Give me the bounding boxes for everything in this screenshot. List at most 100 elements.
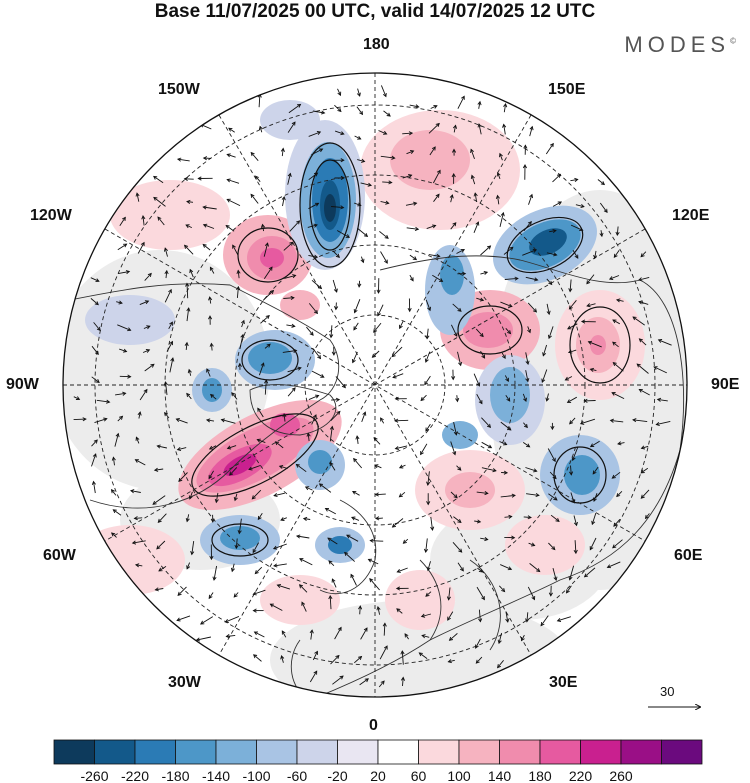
wind-arrow (206, 368, 211, 377)
wind-arrow (640, 467, 649, 474)
wind-arrow (505, 328, 511, 334)
wind-arrowhead (371, 353, 376, 358)
wind-arrow (254, 566, 263, 574)
wind-arrowhead (313, 172, 319, 177)
wind-arrow (402, 132, 413, 135)
wind-arrowhead (382, 622, 387, 627)
wind-arrowhead (553, 252, 558, 257)
wind-arrow (360, 256, 364, 263)
wind-arrowhead (75, 396, 81, 400)
wind-arrow (139, 300, 149, 306)
wind-arrowhead (234, 544, 239, 550)
wind-arrow (569, 279, 572, 292)
wind-arrowhead (226, 178, 231, 183)
wind-arrow (203, 206, 217, 210)
wind-arrowhead (564, 376, 569, 381)
wind-arrow (656, 420, 671, 426)
wind-arrowhead (251, 495, 256, 500)
colorbar-tick-label: 180 (528, 768, 552, 783)
wind-arrowhead (329, 425, 334, 431)
wind-arrowhead (260, 223, 265, 228)
wind-arrowhead (420, 613, 426, 618)
wind-arrowhead (317, 354, 322, 360)
wind-arrowhead (424, 381, 429, 386)
wind-arrow (91, 439, 98, 447)
wind-arrow (277, 584, 291, 590)
wind-arrow (404, 633, 409, 640)
wind-arrowhead (295, 463, 300, 468)
wind-arrow (251, 489, 262, 500)
wind-arrow (379, 645, 388, 660)
wind-arrow (617, 442, 625, 445)
wind-arrowhead (112, 509, 117, 514)
wind-arrow (590, 368, 597, 372)
wind-arrowhead (337, 626, 342, 632)
wind-arrow (168, 321, 173, 330)
wind-arrowhead (583, 573, 589, 578)
wind-arrowhead (156, 444, 161, 449)
wind-arrowhead (452, 222, 457, 227)
wind-arrowhead (302, 516, 308, 521)
wind-arrowhead (208, 445, 214, 450)
wind-arrow (252, 542, 259, 553)
wind-arrow (453, 516, 462, 523)
wind-arrowhead (525, 618, 530, 623)
wind-arrow (94, 418, 107, 424)
wind-arrow (503, 124, 506, 135)
wind-arrow (586, 303, 596, 307)
wind-arrowhead (430, 526, 435, 531)
colorbar-swatch (134, 739, 176, 765)
wind-arrow (612, 539, 623, 549)
wind-arrowhead (335, 397, 341, 402)
wind-arrow (310, 630, 313, 640)
wind-arrow (359, 678, 369, 686)
wind-arrow (368, 558, 379, 565)
wind-arrowhead (115, 432, 120, 438)
wind-arrow (500, 301, 513, 308)
wind-arrow (238, 518, 242, 534)
wind-arrowhead (225, 634, 230, 639)
wind-arrow (636, 363, 649, 374)
wind-arrowhead (189, 268, 194, 274)
wind-arrow (303, 518, 311, 520)
wind-arrow (176, 418, 188, 424)
wind-arrow (568, 349, 577, 353)
wind-arrowhead (503, 441, 508, 446)
wind-arrow (164, 289, 172, 303)
wind-arrow (498, 632, 503, 644)
wind-arrowhead (436, 169, 441, 174)
wind-arrowhead (568, 305, 573, 310)
wind-arrowhead (197, 176, 202, 181)
wind-arrowhead (571, 456, 576, 462)
wind-arrow (613, 519, 621, 527)
wind-arrow (208, 592, 214, 599)
wind-arrowhead (568, 288, 573, 293)
wind-arrow (164, 412, 170, 419)
wind-arrow (157, 445, 167, 449)
wind-arrow (572, 249, 579, 259)
wind-arrow (158, 566, 167, 572)
wind-arrow (288, 104, 301, 114)
wind-arrowhead (536, 568, 541, 573)
wind-arrowhead (269, 603, 274, 608)
wind-arrowhead (147, 272, 152, 278)
wind-arrowhead (154, 587, 159, 592)
wind-arrowhead (388, 180, 393, 185)
wind-arrowhead (321, 110, 326, 115)
wind-arrowhead (123, 243, 128, 248)
wind-arrow (658, 339, 672, 346)
wind-arrow (481, 417, 491, 428)
wind-arrow (478, 101, 481, 109)
wind-arrow (565, 376, 573, 381)
wind-arrow (155, 588, 164, 591)
wind-arrow (117, 415, 123, 422)
wind-arrow (616, 299, 624, 302)
wind-arrow (178, 472, 188, 482)
wind-arrowhead (91, 480, 96, 486)
wind-arrow (497, 660, 504, 668)
wind-arrow (237, 270, 240, 279)
wind-arrow (653, 366, 667, 374)
wind-arrow (641, 445, 649, 449)
wind-arrowhead (542, 352, 547, 357)
